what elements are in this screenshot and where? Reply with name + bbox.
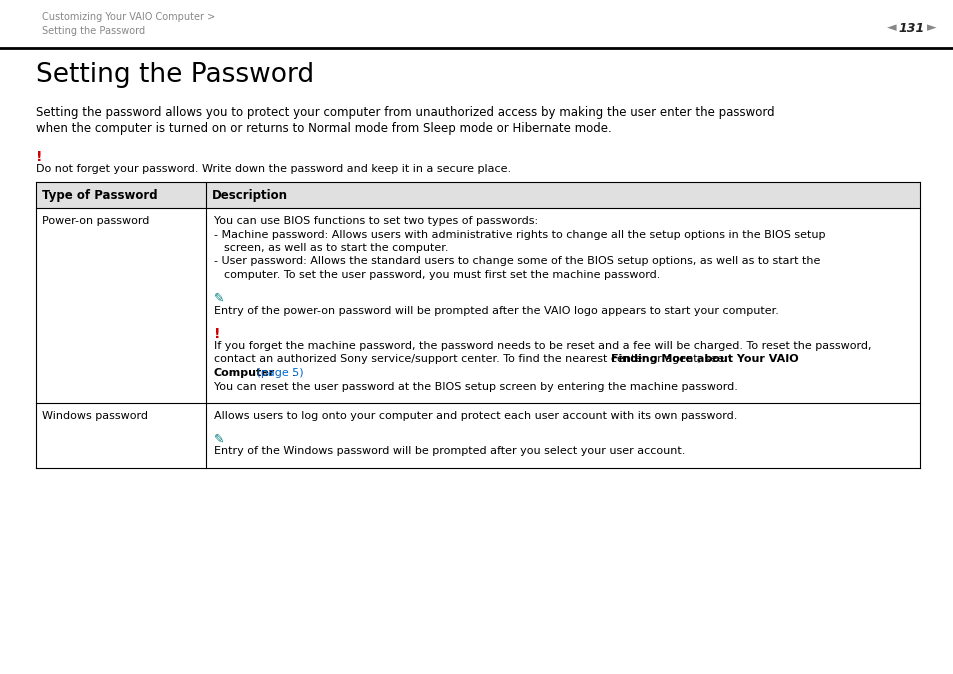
- Text: Entry of the power-on password will be prompted after the VAIO logo appears to s: Entry of the power-on password will be p…: [213, 305, 778, 315]
- Text: Computer: Computer: [213, 368, 275, 378]
- Text: Allows users to log onto your computer and protect each user account with its ow: Allows users to log onto your computer a…: [213, 411, 737, 421]
- Text: If you forget the machine password, the password needs to be reset and a fee wil: If you forget the machine password, the …: [213, 341, 871, 351]
- Text: - User password: Allows the standard users to change some of the BIOS setup opti: - User password: Allows the standard use…: [213, 257, 820, 266]
- Text: Description: Description: [212, 189, 288, 202]
- Bar: [36, 182, 919, 208]
- Text: Power-on password: Power-on password: [42, 216, 150, 226]
- Text: Entry of the Windows password will be prompted after you select your user accoun: Entry of the Windows password will be pr…: [213, 446, 684, 456]
- Text: - Machine password: Allows users with administrative rights to change all the se: - Machine password: Allows users with ad…: [213, 230, 824, 239]
- Text: Customizing Your VAIO Computer >: Customizing Your VAIO Computer >: [42, 12, 215, 22]
- Text: contact an authorized Sony service/support center. To find the nearest center or: contact an authorized Sony service/suppo…: [213, 355, 727, 365]
- Text: ◄: ◄: [886, 22, 896, 34]
- Text: !: !: [36, 150, 43, 164]
- Text: computer. To set the user password, you must first set the machine password.: computer. To set the user password, you …: [224, 270, 659, 280]
- Text: Windows password: Windows password: [42, 411, 148, 421]
- Text: ✎: ✎: [213, 433, 224, 446]
- Text: Setting the password allows you to protect your computer from unauthorized acces: Setting the password allows you to prote…: [36, 106, 774, 119]
- Text: Setting the Password: Setting the Password: [36, 62, 314, 88]
- Text: You can use BIOS functions to set two types of passwords:: You can use BIOS functions to set two ty…: [213, 216, 537, 226]
- Text: !: !: [213, 327, 220, 341]
- Text: 131: 131: [898, 22, 924, 34]
- Text: You can reset the user password at the BIOS setup screen by entering the machine: You can reset the user password at the B…: [213, 381, 737, 392]
- Text: Type of Password: Type of Password: [42, 189, 157, 202]
- Text: .: .: [292, 368, 295, 378]
- Text: Finding More about Your VAIO: Finding More about Your VAIO: [611, 355, 799, 365]
- Text: ►: ►: [926, 22, 936, 34]
- Text: when the computer is turned on or returns to Normal mode from Sleep mode or Hibe: when the computer is turned on or return…: [36, 122, 611, 135]
- Text: (page 5): (page 5): [253, 368, 303, 378]
- Text: screen, as well as to start the computer.: screen, as well as to start the computer…: [224, 243, 448, 253]
- Text: Do not forget your password. Write down the password and keep it in a secure pla: Do not forget your password. Write down …: [36, 164, 511, 174]
- Text: ✎: ✎: [213, 291, 224, 305]
- Text: Setting the Password: Setting the Password: [42, 26, 145, 36]
